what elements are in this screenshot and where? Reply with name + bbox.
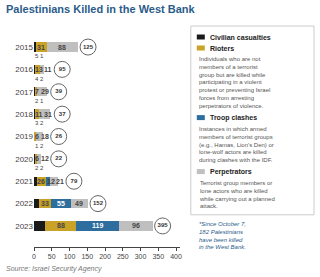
svg-text:39: 39 [55,88,62,94]
svg-text:55: 55 [57,200,65,207]
svg-text:29: 29 [41,88,49,95]
svg-text:88: 88 [57,222,65,229]
svg-text:2: 2 [35,165,39,171]
svg-text:2: 2 [40,76,44,82]
svg-text:1: 1 [40,98,44,104]
svg-text:4: 4 [35,76,39,82]
svg-text:88: 88 [58,44,66,51]
svg-text:12: 12 [47,178,55,185]
svg-text:300: 300 [135,253,147,260]
svg-text:5: 5 [35,53,39,59]
svg-text:2: 2 [40,143,44,149]
svg-text:50: 50 [48,253,56,260]
svg-text:2019: 2019 [15,132,33,141]
svg-text:6: 6 [35,155,39,162]
svg-text:2021: 2021 [15,177,33,186]
svg-text:13: 13 [35,66,43,73]
svg-text:22: 22 [55,155,62,161]
svg-text:6: 6 [35,133,39,140]
svg-text:2017: 2017 [15,88,33,97]
svg-text:18: 18 [41,133,49,140]
svg-text:Civilian casualties: Civilian casualties [210,34,271,41]
svg-text:49: 49 [75,200,83,207]
svg-text:400: 400 [170,253,182,260]
svg-text:1: 1 [40,53,44,59]
svg-text:350: 350 [152,253,164,260]
svg-text:Terrorist group members orlone: Terrorist group members orlone actors wh… [199,180,275,209]
svg-text:2: 2 [40,120,44,126]
svg-text:Perpetrators: Perpetrators [210,168,252,176]
svg-text:31: 31 [44,111,52,118]
svg-text:200: 200 [99,253,111,260]
svg-text:119: 119 [92,222,103,229]
svg-text:79: 79 [71,178,78,184]
svg-text:152: 152 [93,200,104,206]
svg-text:33: 33 [41,200,49,207]
svg-text:95: 95 [59,66,66,72]
svg-text:Instances in which armedmember: Instances in which armedmembers of terro… [199,126,274,163]
svg-text:*Since October 7,182 Palestini: *Since October 7,182 Palestinianshave be… [199,221,246,250]
svg-text:2018: 2018 [15,110,33,119]
svg-text:2: 2 [40,165,44,171]
svg-text:96: 96 [132,222,140,229]
svg-text:Rioters: Rioters [210,45,234,52]
svg-text:12: 12 [41,155,49,162]
svg-text:2020: 2020 [15,155,33,164]
svg-text:26: 26 [37,178,45,185]
svg-text:3: 3 [35,120,39,126]
svg-text:2023: 2023 [15,222,33,231]
svg-text:0: 0 [32,253,36,260]
svg-text:Source: Israel Security Agency: Source: Israel Security Agency [6,265,102,273]
svg-text:395: 395 [158,222,169,228]
svg-text:7: 7 [35,88,39,95]
svg-text:21: 21 [56,178,64,185]
svg-text:11: 11 [35,111,43,118]
svg-text:250: 250 [117,253,129,260]
svg-text:11: 11 [44,66,52,73]
svg-text:2016: 2016 [15,65,33,74]
svg-text:125: 125 [83,44,94,50]
svg-text:Individuals who are notmembers: Individuals who are notmembers of a terr… [199,56,270,109]
svg-text:31: 31 [37,44,45,51]
svg-text:37: 37 [59,111,66,117]
svg-text:Troop clashes: Troop clashes [210,114,257,122]
svg-text:100: 100 [64,253,76,260]
svg-text:2022: 2022 [15,199,33,208]
svg-text:Palestinians Killed in the Wes: Palestinians Killed in the West Bank [6,3,196,15]
svg-text:2: 2 [35,98,39,104]
svg-text:26: 26 [55,133,62,139]
svg-text:1: 1 [35,143,39,149]
svg-text:2015: 2015 [15,43,33,52]
svg-text:150: 150 [81,253,93,260]
